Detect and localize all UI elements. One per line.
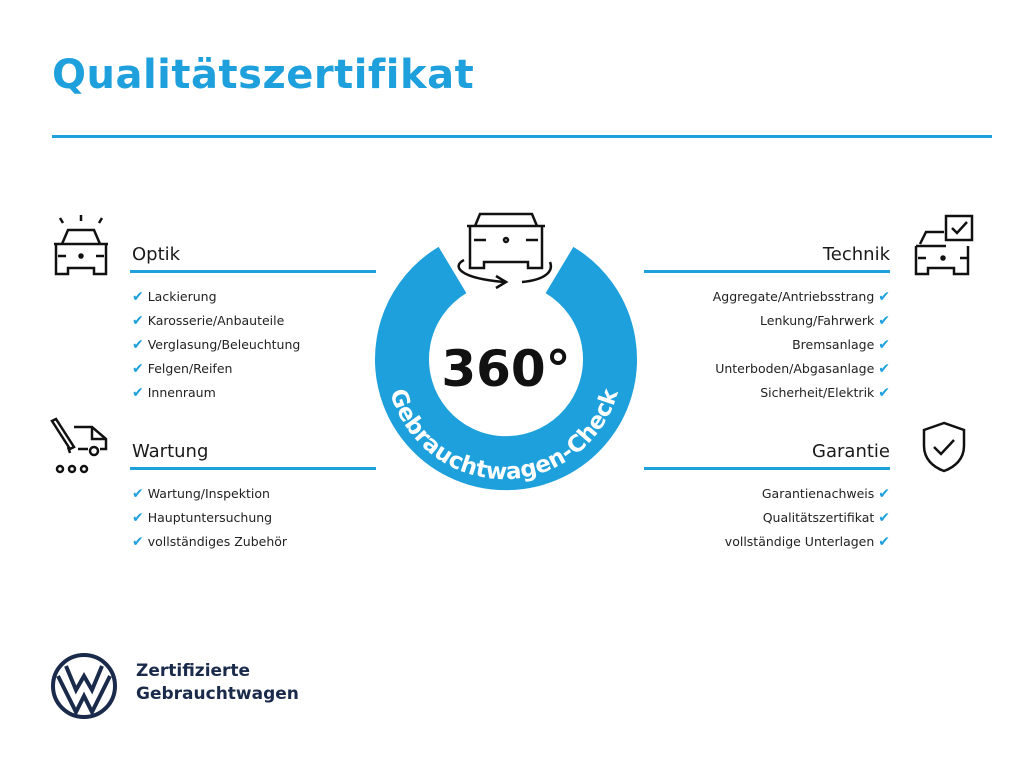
section-divider	[130, 270, 376, 273]
section-divider	[130, 467, 376, 470]
check-icon: ✔	[878, 337, 890, 353]
check-icon: ✔	[878, 385, 890, 401]
vw-logo	[51, 653, 117, 719]
section-garantie: Garantie Garantienachweis ✔ Qualitätszer…	[640, 439, 890, 554]
check-icon: ✔	[878, 313, 890, 329]
section-wartung: Wartung ✔ Wartung/Inspektion ✔ Hauptunte…	[130, 439, 380, 554]
list-item: ✔ Wartung/Inspektion	[132, 486, 270, 502]
list-item: Aggregate/Antriebsstrang ✔	[712, 289, 890, 305]
check-icon: ✔	[132, 486, 144, 502]
section-optik: Optik ✔ Lackierung ✔ Karosserie/Anbautei…	[130, 242, 380, 405]
check-icon: ✔	[878, 534, 890, 550]
section-title: Wartung	[132, 441, 209, 462]
check-icon: ✔	[132, 289, 144, 305]
section-divider	[644, 467, 890, 470]
section-technik: Technik Aggregate/Antriebsstrang ✔ Lenku…	[640, 242, 890, 405]
check-icon: ✔	[132, 510, 144, 526]
brand-line-2: Gebrauchtwagen	[136, 684, 299, 704]
section-divider	[644, 270, 890, 273]
list-item: Bremsanlage ✔	[792, 337, 890, 353]
brand-text: Zertifizierte Gebrauchtwagen	[136, 660, 299, 706]
list-item: Qualitätszertifikat ✔	[762, 510, 890, 526]
check-icon: ✔	[132, 361, 144, 377]
shield-check-icon	[922, 421, 966, 473]
list-item: ✔ vollständiges Zubehör	[132, 534, 288, 550]
list-item: Lenkung/Fahrwerk ✔	[760, 313, 890, 329]
list-item: vollständige Unterlagen ✔	[724, 534, 890, 550]
list-item: ✔ Felgen/Reifen	[132, 361, 233, 377]
list-item: ✔ Hauptuntersuchung	[132, 510, 273, 526]
check-icon: ✔	[878, 361, 890, 377]
check-icon: ✔	[132, 313, 144, 329]
list-item: ✔ Verglasung/Beleuchtung	[132, 337, 301, 353]
check-360-badge: 360° Gebrauchtwagen-Check	[375, 212, 637, 491]
badge-ring	[375, 246, 637, 491]
check-icon: ✔	[132, 534, 144, 550]
check-icon: ✔	[132, 385, 144, 401]
car-rotate-icon	[457, 212, 553, 290]
list-item: Garantienachweis ✔	[761, 486, 890, 502]
list-item: ✔ Karosserie/Anbauteile	[132, 313, 285, 329]
list-item: Sicherheit/Elektrik ✔	[760, 385, 890, 401]
list-item: ✔ Innenraum	[132, 385, 216, 401]
section-title: Technik	[822, 244, 890, 265]
page-title: Qualitätszertifikat	[52, 52, 475, 98]
check-icon: ✔	[132, 337, 144, 353]
list-item: Unterboden/Abgasanlage ✔	[715, 361, 890, 377]
degrees-label: 360°	[441, 340, 570, 398]
section-title: Optik	[132, 244, 181, 265]
section-title: Garantie	[812, 441, 890, 462]
check-icon: ✔	[878, 289, 890, 305]
service-van-tools-icon	[50, 417, 108, 474]
title-divider	[52, 135, 992, 138]
check-icon: ✔	[878, 486, 890, 502]
list-item: ✔ Lackierung	[132, 289, 217, 305]
car-lights-icon	[54, 215, 108, 276]
check-icon: ✔	[878, 510, 890, 526]
car-checklist-icon	[914, 214, 974, 276]
brand-line-1: Zertifizierte	[136, 661, 251, 681]
